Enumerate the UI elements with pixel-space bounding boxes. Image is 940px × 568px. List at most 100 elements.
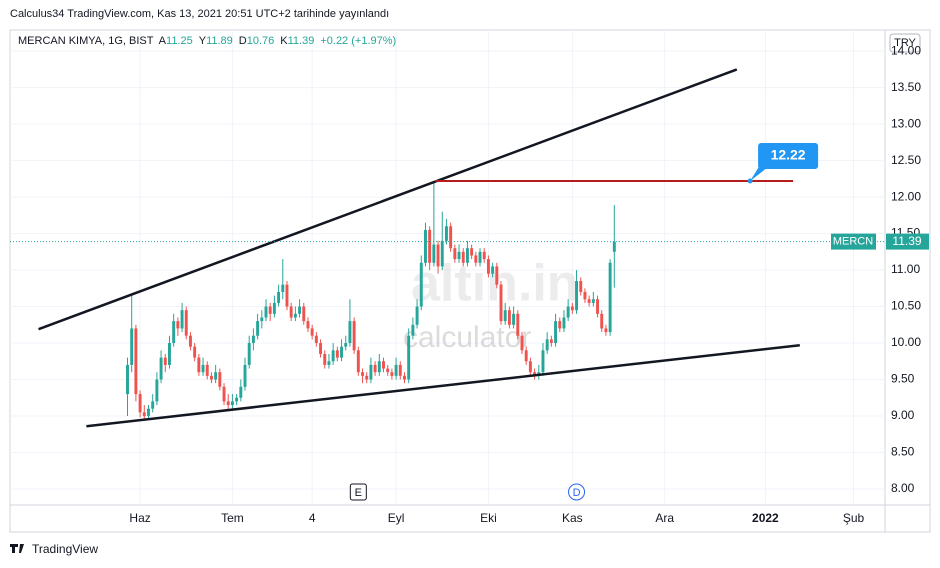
candle-body: [348, 321, 352, 344]
candle-body: [302, 306, 306, 322]
legend-text: MERCAN KIMYA, 1G, BIST A11.25 Y11.89 D10.76…: [18, 35, 396, 47]
x-tick-label: Kas: [562, 511, 583, 525]
candle-body: [126, 364, 129, 395]
candle-body: [306, 321, 310, 329]
chart-frame: [9, 29, 931, 533]
candle-body: [239, 386, 243, 398]
candle-body: [465, 248, 469, 263]
footer-logo: [10, 544, 24, 553]
legend-item: MERCAN KIMYA, 1G, BIST: [18, 35, 154, 47]
candle-body: [142, 412, 146, 416]
candle-body: [415, 306, 419, 325]
footer-brand: TradingView: [32, 542, 98, 556]
currency[interactable]: TRY: [894, 37, 916, 49]
y-tick-label: 9.50: [891, 372, 915, 386]
currency-box[interactable]: [889, 33, 921, 53]
event-marker: [349, 483, 367, 501]
candle-body: [575, 280, 579, 311]
candle-body: [436, 244, 440, 267]
candle-body: [474, 255, 478, 263]
y-tick-label: 14.00: [891, 43, 921, 57]
candle-body: [566, 306, 570, 318]
candle-body: [159, 357, 163, 380]
x-tick-label: Ara: [655, 511, 674, 525]
candle-body: [562, 317, 566, 329]
candle-body: [491, 266, 495, 274]
candle-body: [541, 350, 545, 373]
y-tick-label: 12.00: [891, 189, 921, 203]
candle-body: [596, 299, 599, 314]
candle-body: [545, 339, 549, 351]
candle-body: [172, 321, 176, 344]
candle-body: [256, 321, 260, 336]
symbol-tag-text: MERCN: [833, 236, 873, 248]
candle-body: [449, 226, 453, 249]
x-tick-label: Şub: [843, 511, 865, 525]
candle-body: [214, 372, 218, 380]
candle-body: [549, 339, 553, 344]
candle-body: [428, 229, 432, 263]
candle-body: [516, 313, 520, 336]
candle-body: [264, 306, 268, 318]
candle-body: [319, 343, 323, 354]
candle-body: [407, 335, 411, 380]
price-tag: [886, 233, 929, 250]
grid: [10, 30, 885, 505]
candle-body: [453, 248, 457, 260]
price-tag-text: 11.39: [892, 234, 921, 248]
candle-body: [558, 321, 562, 329]
candle-body: [361, 372, 364, 376]
x-tick-label: Haz: [129, 511, 150, 525]
plot: [126, 181, 616, 420]
candle-body: [188, 335, 192, 347]
candle-body: [327, 361, 331, 365]
candle-body: [507, 310, 511, 325]
candle-body: [600, 313, 604, 329]
candle-body: [486, 259, 490, 274]
candle-body: [314, 335, 318, 344]
legend-item: A: [159, 35, 167, 47]
legend-item: 11.39: [288, 35, 315, 47]
y-tick-label: 10.00: [891, 335, 921, 349]
candle-body: [457, 251, 461, 260]
candle-body: [147, 408, 150, 416]
candle-body: [344, 343, 348, 347]
candle-body: [323, 353, 327, 365]
candle-body: [268, 306, 272, 314]
watermark-sub: calculator: [403, 321, 531, 354]
y-tick-label: 13.50: [891, 80, 921, 94]
candle-body: [260, 317, 264, 322]
legend-item: +0.22 (+1.97%): [320, 35, 396, 47]
candle-body: [285, 284, 289, 307]
watermark-brand: altın.in: [411, 255, 579, 313]
candle-body: [218, 372, 222, 387]
legend-item: 11.89: [206, 35, 233, 47]
candle-body: [382, 361, 385, 369]
y-tick-label: 13.00: [891, 116, 921, 130]
y-tick-label: 10.50: [891, 299, 921, 313]
candle-body: [134, 328, 138, 395]
callout-text: 12.22: [771, 147, 806, 163]
candle-body: [130, 328, 134, 365]
legend-item: D: [239, 35, 247, 47]
y-tick-label: 11.00: [891, 262, 920, 276]
candle-body: [138, 394, 142, 413]
trendline: [86, 343, 800, 428]
candle-body: [419, 262, 423, 307]
legend-item: 10.76: [247, 35, 275, 47]
candle-body: [205, 364, 209, 376]
candle-body: [222, 386, 226, 402]
x-tick-label: 4: [309, 511, 316, 525]
legend-item: Y: [199, 35, 207, 47]
candle-body: [180, 310, 184, 329]
candle-body: [230, 401, 234, 406]
x-tick-label: 2022: [752, 511, 779, 525]
y-tick-label: 9.00: [891, 408, 915, 422]
candle-body: [612, 241, 616, 252]
y-tick-label: 8.50: [891, 445, 915, 459]
candle-body: [243, 364, 247, 387]
symbol-legend: MERCAN KIMYA, 1G, BIST A11.25 Y11.89 D10.76…: [18, 35, 396, 47]
candle-body: [163, 357, 167, 365]
candle-body: [356, 350, 360, 373]
trendline: [38, 68, 738, 331]
